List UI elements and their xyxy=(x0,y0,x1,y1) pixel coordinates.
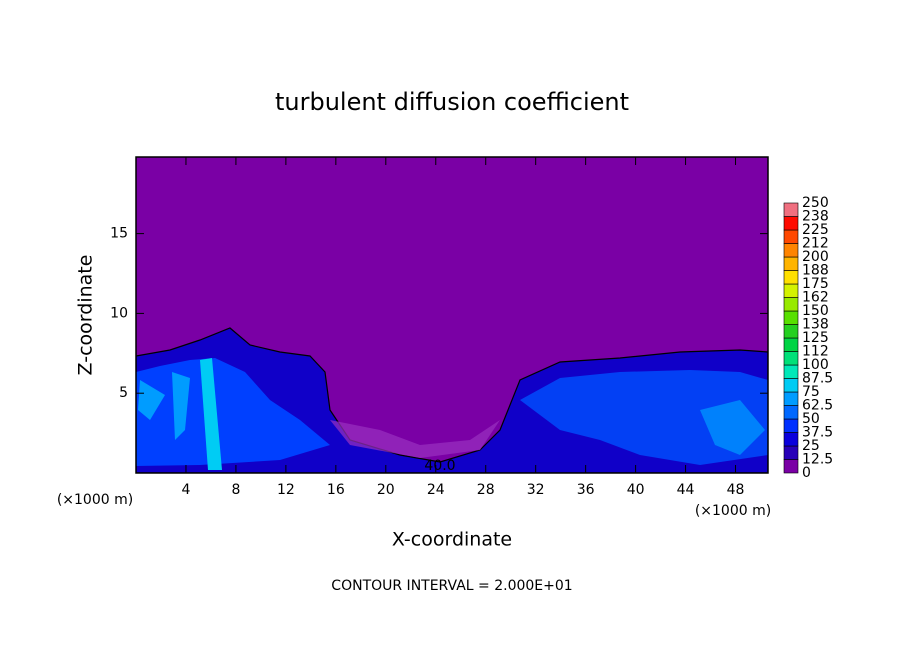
colorbar-tick-label: 62.5 xyxy=(802,398,833,414)
colorbar-tick-label: 162 xyxy=(802,290,829,306)
colorbar-bin xyxy=(783,202,799,217)
colorbar-bin xyxy=(783,418,799,433)
colorbar-bin xyxy=(783,270,799,285)
colorbar-bin xyxy=(783,378,799,393)
x-axis-title: X-coordinate xyxy=(392,529,512,551)
colorbar-bin xyxy=(783,310,799,325)
y-axis-title: Z-coordinate xyxy=(75,255,97,376)
x-unit-left: (×1000 m) xyxy=(57,492,133,508)
x-tick-label: 24 xyxy=(427,482,445,498)
colorbar-bin xyxy=(783,432,799,447)
y-tick-label: 10 xyxy=(110,305,128,321)
footer-note: CONTOUR INTERVAL = 2.000E+01 xyxy=(331,578,572,594)
colorbar-bin xyxy=(783,256,799,271)
colorbar-tick-label: 75 xyxy=(802,384,820,400)
y-tick-label: 5 xyxy=(119,385,128,401)
x-tick-label: 28 xyxy=(477,482,495,498)
colorbar-bin xyxy=(783,459,799,474)
colorbar-tick-label: 12.5 xyxy=(802,452,833,468)
x-tick-label: 20 xyxy=(377,482,395,498)
colorbar-tick-label: 100 xyxy=(802,357,829,373)
x-tick-label: 4 xyxy=(181,482,190,498)
colorbar-tick-label: 212 xyxy=(802,236,829,252)
colorbar-tick-label: 200 xyxy=(802,249,829,265)
colorbar-bin xyxy=(783,216,799,231)
contour-label: 40.0 xyxy=(424,458,455,474)
colorbar-bin xyxy=(783,405,799,420)
colorbar-bin xyxy=(783,351,799,366)
field xyxy=(136,157,768,473)
x-tick-label: 40 xyxy=(627,482,645,498)
colorbar-bin xyxy=(783,391,799,406)
chart-title: turbulent diffusion coefficient xyxy=(275,88,629,116)
x-tick-label: 12 xyxy=(277,482,295,498)
colorbar-bin xyxy=(783,297,799,312)
x-tick-label: 44 xyxy=(677,482,695,498)
colorbar-tick-label: 87.5 xyxy=(802,371,833,387)
y-tick-label: 15 xyxy=(110,226,128,242)
colorbar-tick-label: 238 xyxy=(802,209,829,225)
colorbar-tick-label: 188 xyxy=(802,263,829,279)
x-unit-right: (×1000 m) xyxy=(695,503,771,519)
colorbar-tick-label: 175 xyxy=(802,276,829,292)
colorbar-bin xyxy=(783,283,799,298)
colorbar-tick-label: 50 xyxy=(802,411,820,427)
colorbar-tick-label: 225 xyxy=(802,222,829,238)
x-tick-label: 16 xyxy=(327,482,345,498)
colorbar-tick-label: 150 xyxy=(802,303,829,319)
colorbar-bin xyxy=(783,229,799,244)
x-tick-label: 8 xyxy=(231,482,240,498)
colorbar-tick-label: 0 xyxy=(802,465,811,481)
plot-frame xyxy=(135,156,769,474)
colorbar-tick-label: 125 xyxy=(802,330,829,346)
colorbar-bin xyxy=(783,445,799,460)
colorbar-bin xyxy=(783,324,799,339)
x-tick-label: 32 xyxy=(527,482,545,498)
colorbar-tick-label: 112 xyxy=(802,344,829,360)
colorbar-bin xyxy=(783,337,799,352)
colorbar-tick-label: 250 xyxy=(802,195,829,211)
colorbar-bin xyxy=(783,364,799,379)
x-tick-label: 48 xyxy=(727,482,745,498)
colorbar-bin xyxy=(783,243,799,258)
x-tick-label: 36 xyxy=(577,482,595,498)
colorbar-tick-label: 37.5 xyxy=(802,425,833,441)
colorbar-tick-label: 138 xyxy=(802,317,829,333)
colorbar-tick-label: 25 xyxy=(802,438,820,454)
